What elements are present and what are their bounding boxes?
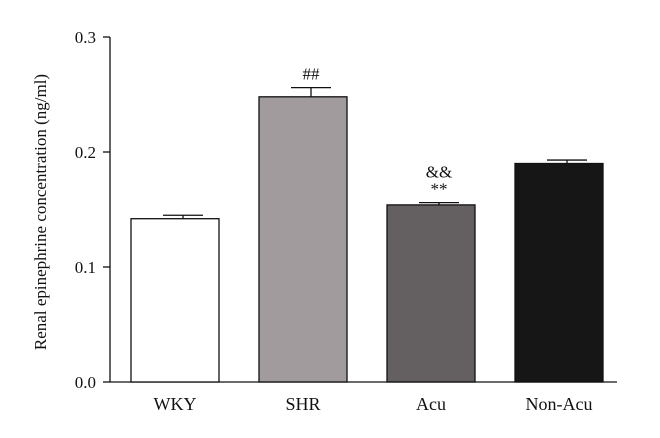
plot-area: 0.0 0.1 0.2 0.3 WKY SHR Acu Non-Acu ## &&** bbox=[75, 28, 617, 414]
bar-wky bbox=[130, 218, 220, 383]
y-tick-label: 0.0 bbox=[75, 373, 96, 392]
x-category-label: Acu bbox=[416, 394, 446, 414]
y-axis-label: Renal epinephrine concentration (ng/ml) bbox=[31, 74, 50, 350]
y-tick-label: 0.3 bbox=[75, 28, 96, 47]
bar-non-acu bbox=[514, 162, 604, 383]
significance-marker: && bbox=[426, 163, 452, 182]
y-tick-label: 0.1 bbox=[75, 258, 96, 277]
bar-acu bbox=[386, 204, 476, 383]
significance-marker: ## bbox=[303, 65, 321, 84]
x-category-label: SHR bbox=[285, 394, 320, 414]
significance-marker: ** bbox=[431, 180, 448, 199]
x-category-label: WKY bbox=[154, 394, 197, 414]
bar-shr bbox=[258, 96, 348, 383]
y-tick-label: 0.2 bbox=[75, 143, 96, 162]
x-category-label: Non-Acu bbox=[526, 394, 593, 414]
